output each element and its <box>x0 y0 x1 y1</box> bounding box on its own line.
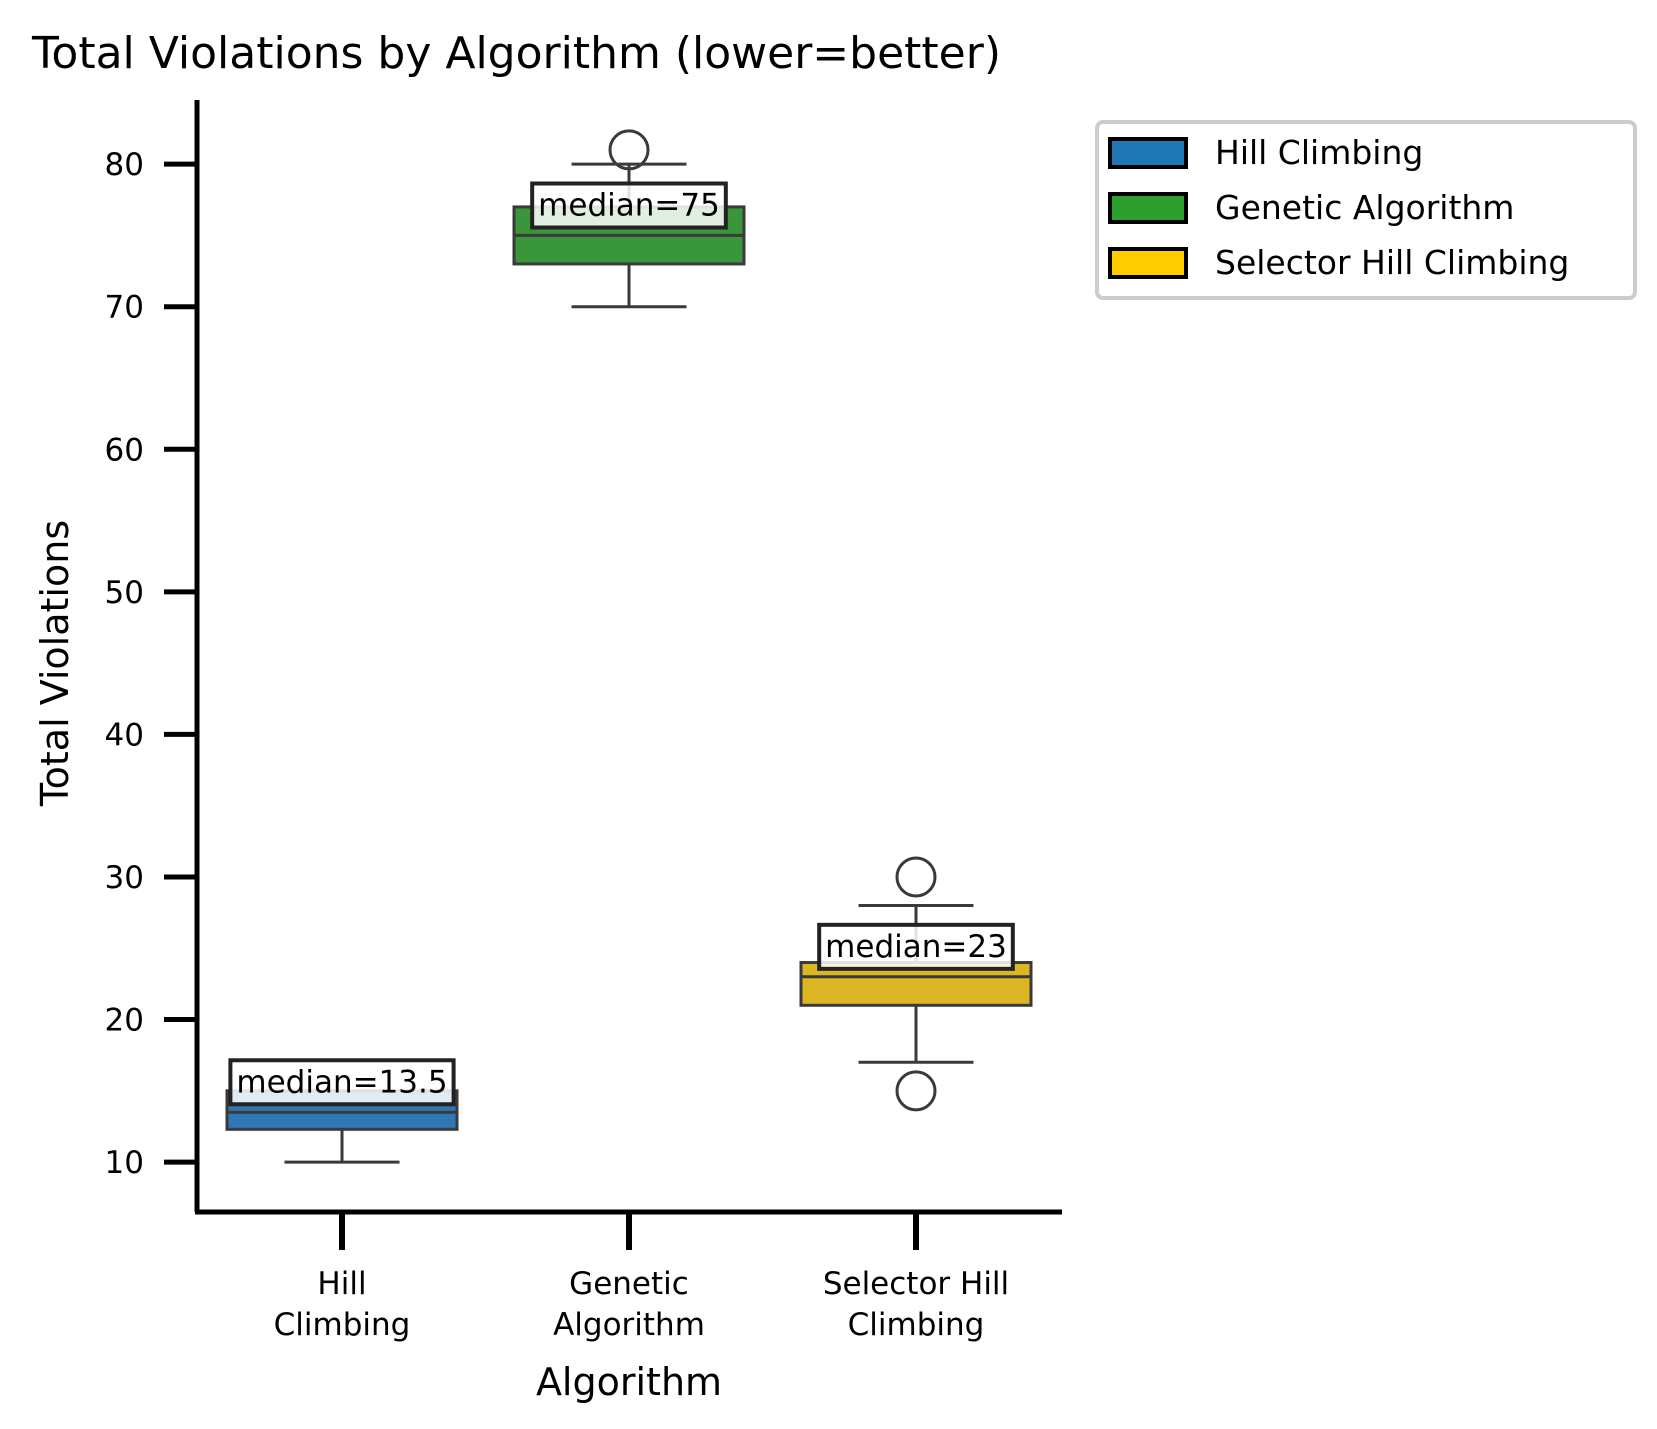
legend-label: Selector Hill Climbing <box>1215 243 1569 282</box>
y-tick-label: 60 <box>105 432 144 468</box>
median-label-box <box>817 922 1015 971</box>
box-group: median=75 <box>512 129 746 309</box>
legend-label: Hill Climbing <box>1215 133 1423 172</box>
x-tick-label: Hill <box>317 1266 366 1302</box>
median-label-box <box>530 181 728 230</box>
y-tick-label: 50 <box>105 575 144 611</box>
box-group: median=13.5 <box>225 1058 459 1164</box>
outlier-point <box>608 129 650 171</box>
median-label: median=13.5 <box>236 1064 447 1100</box>
y-tick-label: 80 <box>105 147 144 183</box>
x-tick-label: Climbing <box>848 1307 985 1343</box>
median-label: median=75 <box>538 187 720 223</box>
outlier-point <box>895 1070 937 1112</box>
legend-swatch <box>1108 192 1188 224</box>
y-axis-label: Total Violations <box>33 520 77 807</box>
legend-label: Genetic Algorithm <box>1215 188 1514 227</box>
chart-title: Total Violations by Algorithm (lower=bet… <box>31 28 1001 79</box>
y-tick-label: 40 <box>105 717 144 753</box>
median-label-box <box>228 1058 456 1107</box>
x-tick-label: Genetic <box>569 1266 689 1302</box>
box-group: median=23 <box>799 856 1033 1112</box>
x-tick-label: Climbing <box>274 1307 411 1343</box>
y-tick-label: 10 <box>105 1145 144 1181</box>
outlier-point <box>895 856 937 898</box>
y-tick-label: 30 <box>105 860 144 896</box>
legend-frame <box>1095 120 1637 300</box>
plot-area: 10 20 30 40 50 60 70 80 Hill Climbing Genetic Algor… <box>105 129 1033 1343</box>
y-tick-label: 20 <box>105 1003 144 1039</box>
x-tick-label: Algorithm <box>553 1307 705 1343</box>
legend-swatch <box>1108 247 1188 279</box>
x-tick-label: Selector Hill <box>823 1266 1009 1302</box>
legend-swatch <box>1108 137 1188 169</box>
legend: Hill Climbing Genetic Algorithm Selector H… <box>1095 120 1637 300</box>
x-axis-label: Algorithm <box>536 1360 722 1404</box>
y-tick-label: 70 <box>105 290 144 326</box>
median-label: median=23 <box>825 929 1007 965</box>
